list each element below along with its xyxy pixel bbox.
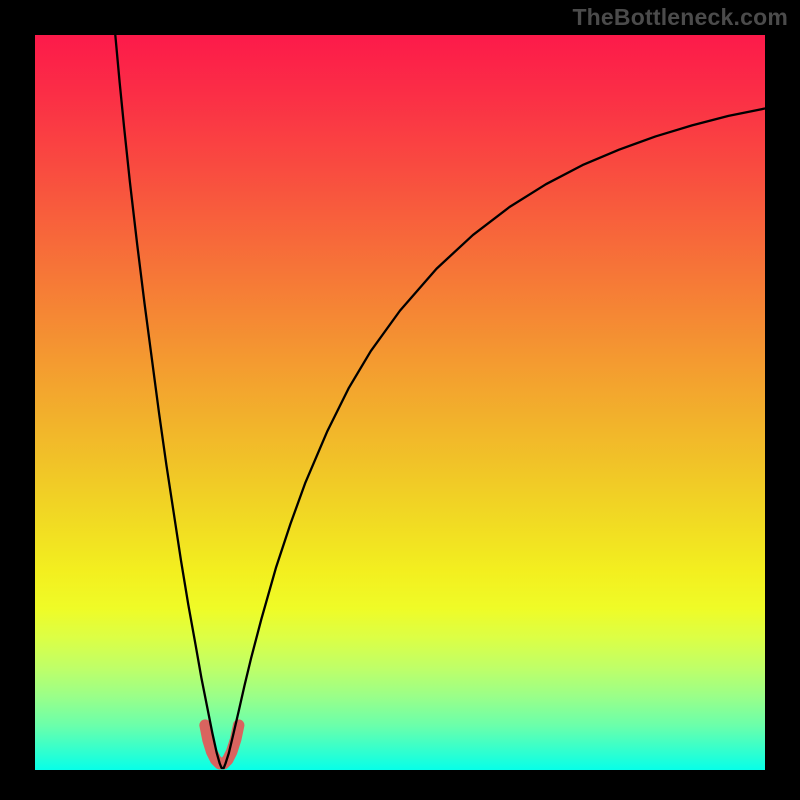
- chart-frame: TheBottleneck.com: [0, 0, 800, 800]
- chart-svg: [35, 35, 765, 770]
- watermark-text: TheBottleneck.com: [572, 4, 788, 31]
- chart-background: [35, 35, 765, 770]
- chart-plot-area: [35, 35, 765, 770]
